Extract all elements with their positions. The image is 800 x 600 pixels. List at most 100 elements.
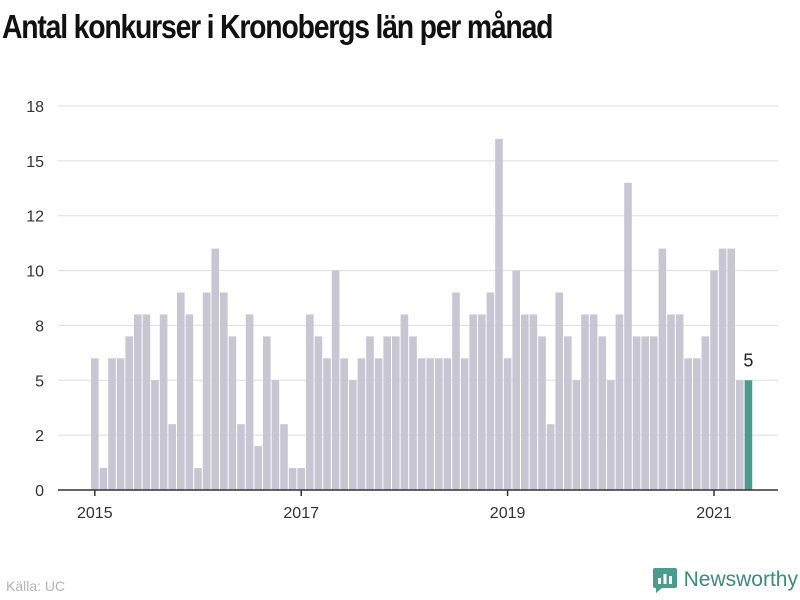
bar bbox=[211, 248, 219, 490]
bar bbox=[185, 314, 194, 490]
bar bbox=[151, 380, 159, 490]
bar bbox=[589, 314, 598, 490]
bar bbox=[521, 314, 529, 490]
bar bbox=[512, 270, 520, 490]
bar bbox=[314, 336, 323, 490]
bar bbox=[469, 314, 477, 490]
brand-name: Newsworthy bbox=[683, 568, 798, 591]
bar bbox=[452, 292, 460, 490]
annotation: 5 bbox=[736, 344, 761, 373]
bar bbox=[658, 248, 667, 490]
bar bbox=[538, 336, 546, 490]
bar bbox=[392, 336, 400, 490]
x-tick-label: 2017 bbox=[283, 505, 319, 522]
bar bbox=[134, 314, 142, 490]
bar bbox=[607, 380, 615, 490]
annotation-bg bbox=[736, 344, 761, 373]
bar bbox=[245, 314, 254, 490]
bar bbox=[701, 336, 710, 490]
bar bbox=[615, 314, 624, 490]
bar bbox=[598, 336, 606, 490]
x-tick-label: 2019 bbox=[490, 505, 526, 522]
bar bbox=[486, 292, 495, 490]
bar bbox=[125, 336, 133, 490]
bar bbox=[194, 468, 202, 490]
annotation-label: 5 bbox=[743, 350, 753, 370]
bar bbox=[426, 358, 434, 490]
bar bbox=[177, 292, 185, 490]
bar bbox=[555, 292, 563, 490]
highlighted-bar bbox=[744, 380, 753, 490]
bar bbox=[340, 358, 348, 490]
bar bbox=[91, 358, 99, 490]
y-tick-label: 10 bbox=[26, 264, 44, 281]
bar bbox=[693, 358, 701, 490]
y-tick-label: 15 bbox=[26, 154, 44, 171]
x-tick-label: 2021 bbox=[696, 505, 732, 522]
bar bbox=[202, 292, 211, 490]
bar bbox=[435, 358, 443, 490]
bar bbox=[168, 424, 176, 490]
bar bbox=[220, 292, 228, 490]
bar bbox=[263, 336, 271, 490]
bar bbox=[718, 248, 727, 490]
x-tick-label: 2015 bbox=[77, 505, 113, 522]
bar bbox=[572, 380, 581, 490]
bar bbox=[400, 314, 409, 490]
bar bbox=[564, 336, 572, 490]
bar bbox=[366, 336, 374, 490]
bar bbox=[529, 314, 538, 490]
bar bbox=[624, 182, 632, 491]
bar bbox=[460, 358, 469, 490]
bar bbox=[667, 314, 675, 490]
bar bbox=[374, 358, 383, 490]
bar bbox=[280, 424, 288, 490]
bar bbox=[383, 336, 391, 490]
bars bbox=[91, 138, 753, 491]
x-axis-labels: 2015 2017 2019 2021 bbox=[77, 490, 732, 522]
bar bbox=[727, 248, 735, 490]
bar bbox=[323, 358, 331, 490]
bar bbox=[641, 336, 649, 490]
bar bbox=[331, 270, 340, 490]
bar bbox=[99, 468, 108, 490]
bar bbox=[632, 336, 641, 490]
bar bbox=[254, 446, 262, 490]
bar bbox=[650, 336, 658, 490]
bar bbox=[675, 314, 684, 490]
bar bbox=[228, 336, 237, 490]
y-axis-labels: 0 2 5 8 10 12 15 18 bbox=[26, 99, 44, 500]
bar bbox=[546, 424, 555, 490]
bar bbox=[357, 358, 366, 490]
bar bbox=[684, 358, 692, 490]
bar bbox=[710, 270, 718, 490]
y-tick-label: 2 bbox=[35, 428, 44, 445]
bar bbox=[306, 314, 314, 490]
bar bbox=[159, 314, 168, 490]
bar bbox=[581, 314, 589, 490]
bar bbox=[237, 424, 245, 490]
y-tick-label: 18 bbox=[26, 99, 44, 116]
bar bbox=[288, 468, 297, 490]
chart-title: Antal konkurser i Kronobergs län per mån… bbox=[2, 8, 553, 45]
bar-chart: 0 2 5 8 10 12 15 18 2015 2017 2019 2021 5 bbox=[26, 99, 778, 522]
bar bbox=[443, 358, 452, 490]
brand-logo: Newsworthy bbox=[652, 566, 798, 594]
bar bbox=[271, 380, 280, 490]
bar bbox=[349, 380, 357, 490]
bar bbox=[108, 358, 116, 490]
bar bbox=[142, 314, 151, 490]
bar bbox=[116, 358, 125, 490]
y-tick-label: 5 bbox=[35, 373, 44, 390]
bar bbox=[478, 314, 486, 490]
bar bbox=[409, 336, 417, 490]
bar bbox=[503, 358, 512, 490]
bar bbox=[495, 138, 503, 490]
bar bbox=[297, 468, 305, 490]
y-tick-label: 0 bbox=[35, 483, 44, 500]
source-note: Källa: UC bbox=[6, 578, 66, 594]
y-tick-label: 8 bbox=[35, 318, 44, 335]
bar bbox=[417, 358, 426, 490]
y-tick-label: 12 bbox=[26, 209, 44, 226]
newsworthy-logo-icon bbox=[652, 568, 677, 593]
